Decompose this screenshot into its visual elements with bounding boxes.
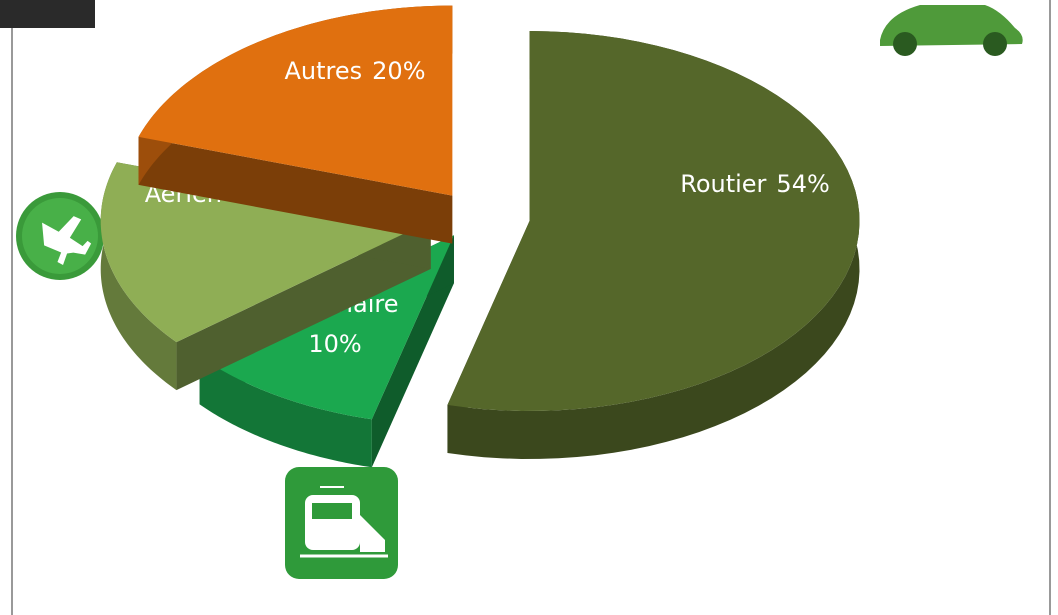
slice-value-label: 10% — [308, 330, 361, 358]
train-icon — [285, 467, 398, 579]
page: {"chart_data": {"type": "pie", "categori… — [0, 0, 1058, 615]
slice-label: Routier 54% — [680, 170, 830, 198]
chart: Routier54%Ferroviaire10%Aérien16%Autres2… — [0, 0, 1058, 615]
slice-category: Autres — [285, 57, 363, 85]
slice-label: Autres 20% — [285, 57, 426, 85]
corner-image — [0, 0, 95, 28]
slice-category: Routier — [680, 170, 766, 198]
slice-value-label: 20% — [372, 57, 425, 85]
slice-value-label: 54% — [776, 170, 829, 198]
plane-icon — [16, 192, 104, 280]
